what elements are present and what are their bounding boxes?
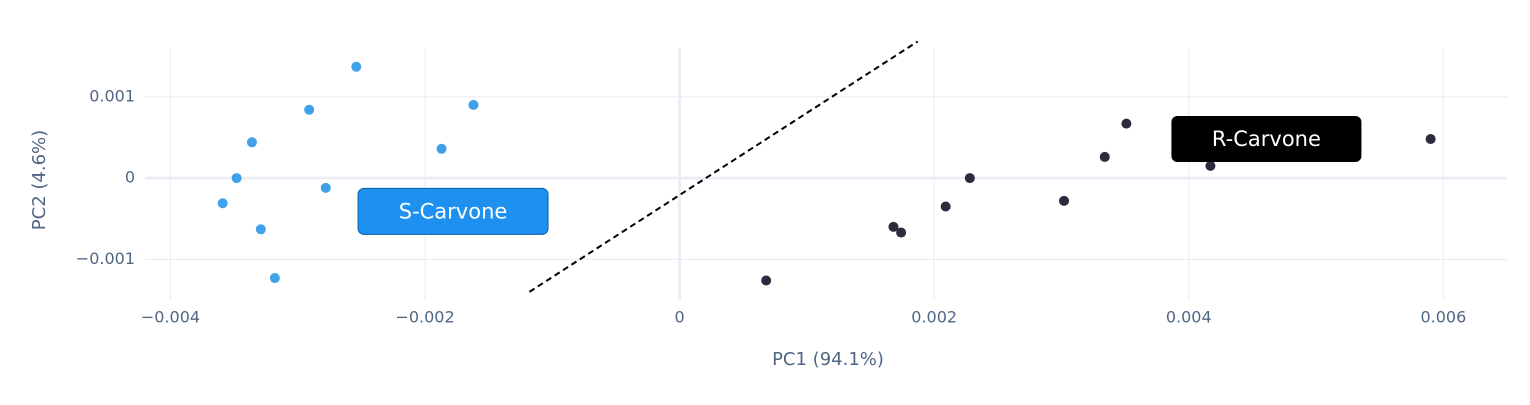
point xyxy=(436,143,447,154)
point xyxy=(964,173,975,184)
y-tick-label: −0.001 xyxy=(76,249,135,268)
point xyxy=(1059,195,1070,206)
point xyxy=(231,173,242,184)
x-tick-label: −0.004 xyxy=(141,308,200,327)
point xyxy=(269,273,280,284)
annotation-text: R-Carvone xyxy=(1212,127,1321,151)
x-tick-label: 0.006 xyxy=(1420,308,1466,327)
point xyxy=(217,198,228,209)
x-tick-label: −0.002 xyxy=(395,308,454,327)
point xyxy=(940,201,951,212)
divider-line xyxy=(528,40,919,293)
point xyxy=(246,137,257,148)
point xyxy=(1121,118,1132,129)
x-tick-label: 0 xyxy=(675,308,685,327)
point xyxy=(468,99,479,110)
y-tick-label: 0.001 xyxy=(89,86,135,105)
point xyxy=(255,224,266,235)
annotation-text: S-Carvone xyxy=(399,199,508,223)
x-tick-label: 0.002 xyxy=(911,308,957,327)
point xyxy=(888,221,899,232)
x-axis-label: PC1 (94.1%) xyxy=(772,349,884,370)
y-tick-label: 0 xyxy=(125,168,135,187)
annotation: S-Carvone xyxy=(357,187,549,235)
point xyxy=(351,61,362,72)
annotation: R-Carvone xyxy=(1171,116,1362,163)
point xyxy=(1099,151,1110,162)
x-tick-label: 0.004 xyxy=(1166,308,1212,327)
annotation-box xyxy=(357,187,549,235)
point xyxy=(761,275,772,286)
y-axis-label: PC2 (4.6%) xyxy=(29,130,50,230)
point xyxy=(320,182,331,193)
point xyxy=(1425,134,1436,145)
point xyxy=(896,227,907,238)
point xyxy=(304,104,315,115)
point xyxy=(1205,160,1216,171)
annotation-box xyxy=(1171,116,1362,163)
